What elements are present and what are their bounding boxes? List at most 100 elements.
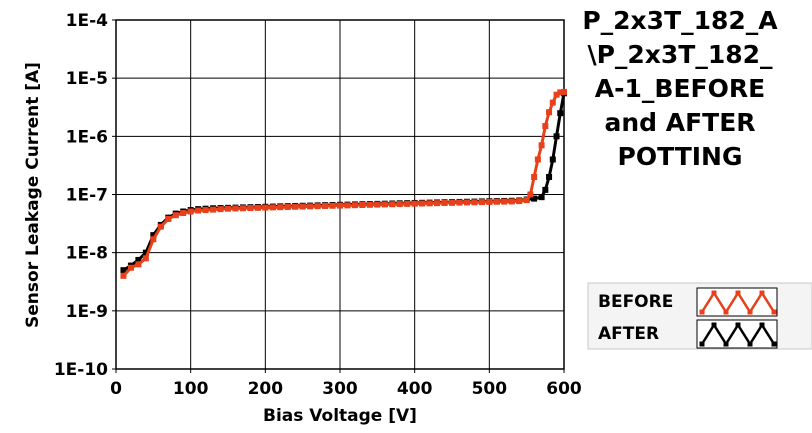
data-point-before: [180, 210, 187, 217]
data-point-before: [254, 204, 261, 211]
data-point-before: [351, 202, 358, 209]
data-point-before: [486, 198, 493, 205]
data-point-before: [344, 202, 351, 209]
y-tick-label: 1E-5: [66, 69, 108, 89]
x-tick-label: 0: [110, 379, 122, 399]
data-point-before: [553, 91, 560, 98]
data-point-before: [187, 208, 194, 215]
legend-swatch-marker: [699, 309, 705, 315]
data-point-before: [456, 199, 463, 206]
data-point-before: [493, 198, 500, 205]
data-point-before: [441, 199, 448, 206]
legend-swatch-marker: [735, 290, 741, 296]
data-point-before: [284, 203, 291, 210]
data-point-before: [396, 201, 403, 208]
legend-swatch-marker: [723, 341, 729, 347]
title-line: \P_2x3T_182_: [587, 40, 773, 69]
x-tick-label: 300: [322, 379, 358, 399]
data-point-before: [165, 215, 172, 222]
data-point-before: [202, 207, 209, 214]
series-line-before: [122, 90, 565, 277]
data-point-before: [411, 200, 418, 207]
title-line: and AFTER: [604, 108, 755, 137]
x-tick-label: 400: [397, 379, 433, 399]
title-line: POTTING: [618, 142, 743, 171]
data-point-before: [157, 223, 164, 230]
data-point-before: [292, 203, 299, 210]
data-point-before: [172, 212, 179, 219]
data-point-before: [471, 199, 478, 206]
data-point-before: [314, 203, 321, 210]
data-point-before: [210, 206, 217, 213]
data-point-before: [359, 201, 366, 208]
data-point-before: [523, 197, 530, 204]
y-axis-ticks: 1E-4 1E-5 1E-6 1E-7 1E-8 1E-9 1E-10: [54, 11, 116, 380]
series-layer: [120, 88, 567, 279]
data-point-before: [120, 272, 127, 279]
x-tick-label: 100: [173, 379, 209, 399]
series-before: [120, 88, 567, 279]
data-point-before: [538, 142, 545, 149]
legend-swatch-marker: [771, 309, 777, 315]
legend-swatch-marker: [759, 322, 765, 328]
data-point-before: [561, 88, 567, 95]
data-point-after: [135, 256, 142, 263]
data-point-before: [374, 201, 381, 208]
legend: BEFORE AFTER: [587, 282, 812, 350]
y-tick-label: 1E-10: [54, 360, 108, 380]
data-point-after: [557, 110, 564, 117]
data-point-before: [337, 202, 343, 209]
data-point-before: [404, 200, 411, 207]
legend-swatch-marker: [747, 341, 753, 347]
data-point-before: [307, 203, 314, 210]
series-line-after: [122, 93, 566, 272]
data-point-before: [534, 156, 541, 163]
data-point-before: [546, 109, 553, 116]
data-point-before: [329, 202, 336, 209]
data-point-after: [142, 249, 149, 256]
data-point-before: [478, 199, 485, 206]
y-tick-label: 1E-7: [66, 186, 108, 206]
data-point-after: [150, 232, 157, 239]
title-line: P_2x3T_182_A: [582, 6, 778, 35]
x-tick-label: 500: [472, 379, 508, 399]
data-point-before: [557, 89, 564, 96]
data-point-before: [449, 199, 455, 206]
data-point-before: [269, 204, 276, 211]
data-point-before: [463, 199, 470, 206]
title-line: A-1_BEFORE: [595, 74, 765, 103]
data-point-before: [299, 203, 306, 210]
legend-swatch-marker: [723, 309, 729, 315]
data-point-before: [531, 173, 538, 180]
data-point-before: [542, 123, 549, 130]
y-tick-label: 1E-9: [66, 302, 108, 322]
legend-label: AFTER: [598, 324, 659, 344]
data-point-before: [389, 201, 396, 208]
data-point-before: [549, 99, 556, 106]
legend-swatch-marker: [711, 290, 717, 296]
data-point-after: [553, 133, 560, 140]
legend-swatch-marker: [747, 309, 753, 315]
data-point-before: [426, 200, 433, 207]
data-point-before: [501, 198, 508, 205]
data-point-after: [531, 195, 538, 202]
legend-item-before: BEFORE: [598, 287, 778, 317]
data-point-before: [508, 198, 515, 205]
data-point-before: [277, 204, 284, 211]
data-point-after: [538, 194, 545, 201]
x-tick-label: 200: [248, 379, 284, 399]
data-point-before: [419, 200, 426, 207]
legend-label: BEFORE: [598, 292, 673, 312]
x-axis-ticks: 0 100 200 300 400 500 600: [110, 369, 582, 399]
y-tick-label: 1E-6: [66, 127, 108, 147]
data-point-after: [120, 267, 127, 274]
data-point-after: [549, 156, 556, 163]
data-point-before: [516, 198, 523, 205]
legend-swatch-marker: [735, 322, 741, 328]
data-point-before: [195, 207, 202, 214]
data-point-before: [262, 204, 269, 211]
legend-swatch-marker: [759, 290, 765, 296]
data-point-before: [150, 236, 157, 243]
